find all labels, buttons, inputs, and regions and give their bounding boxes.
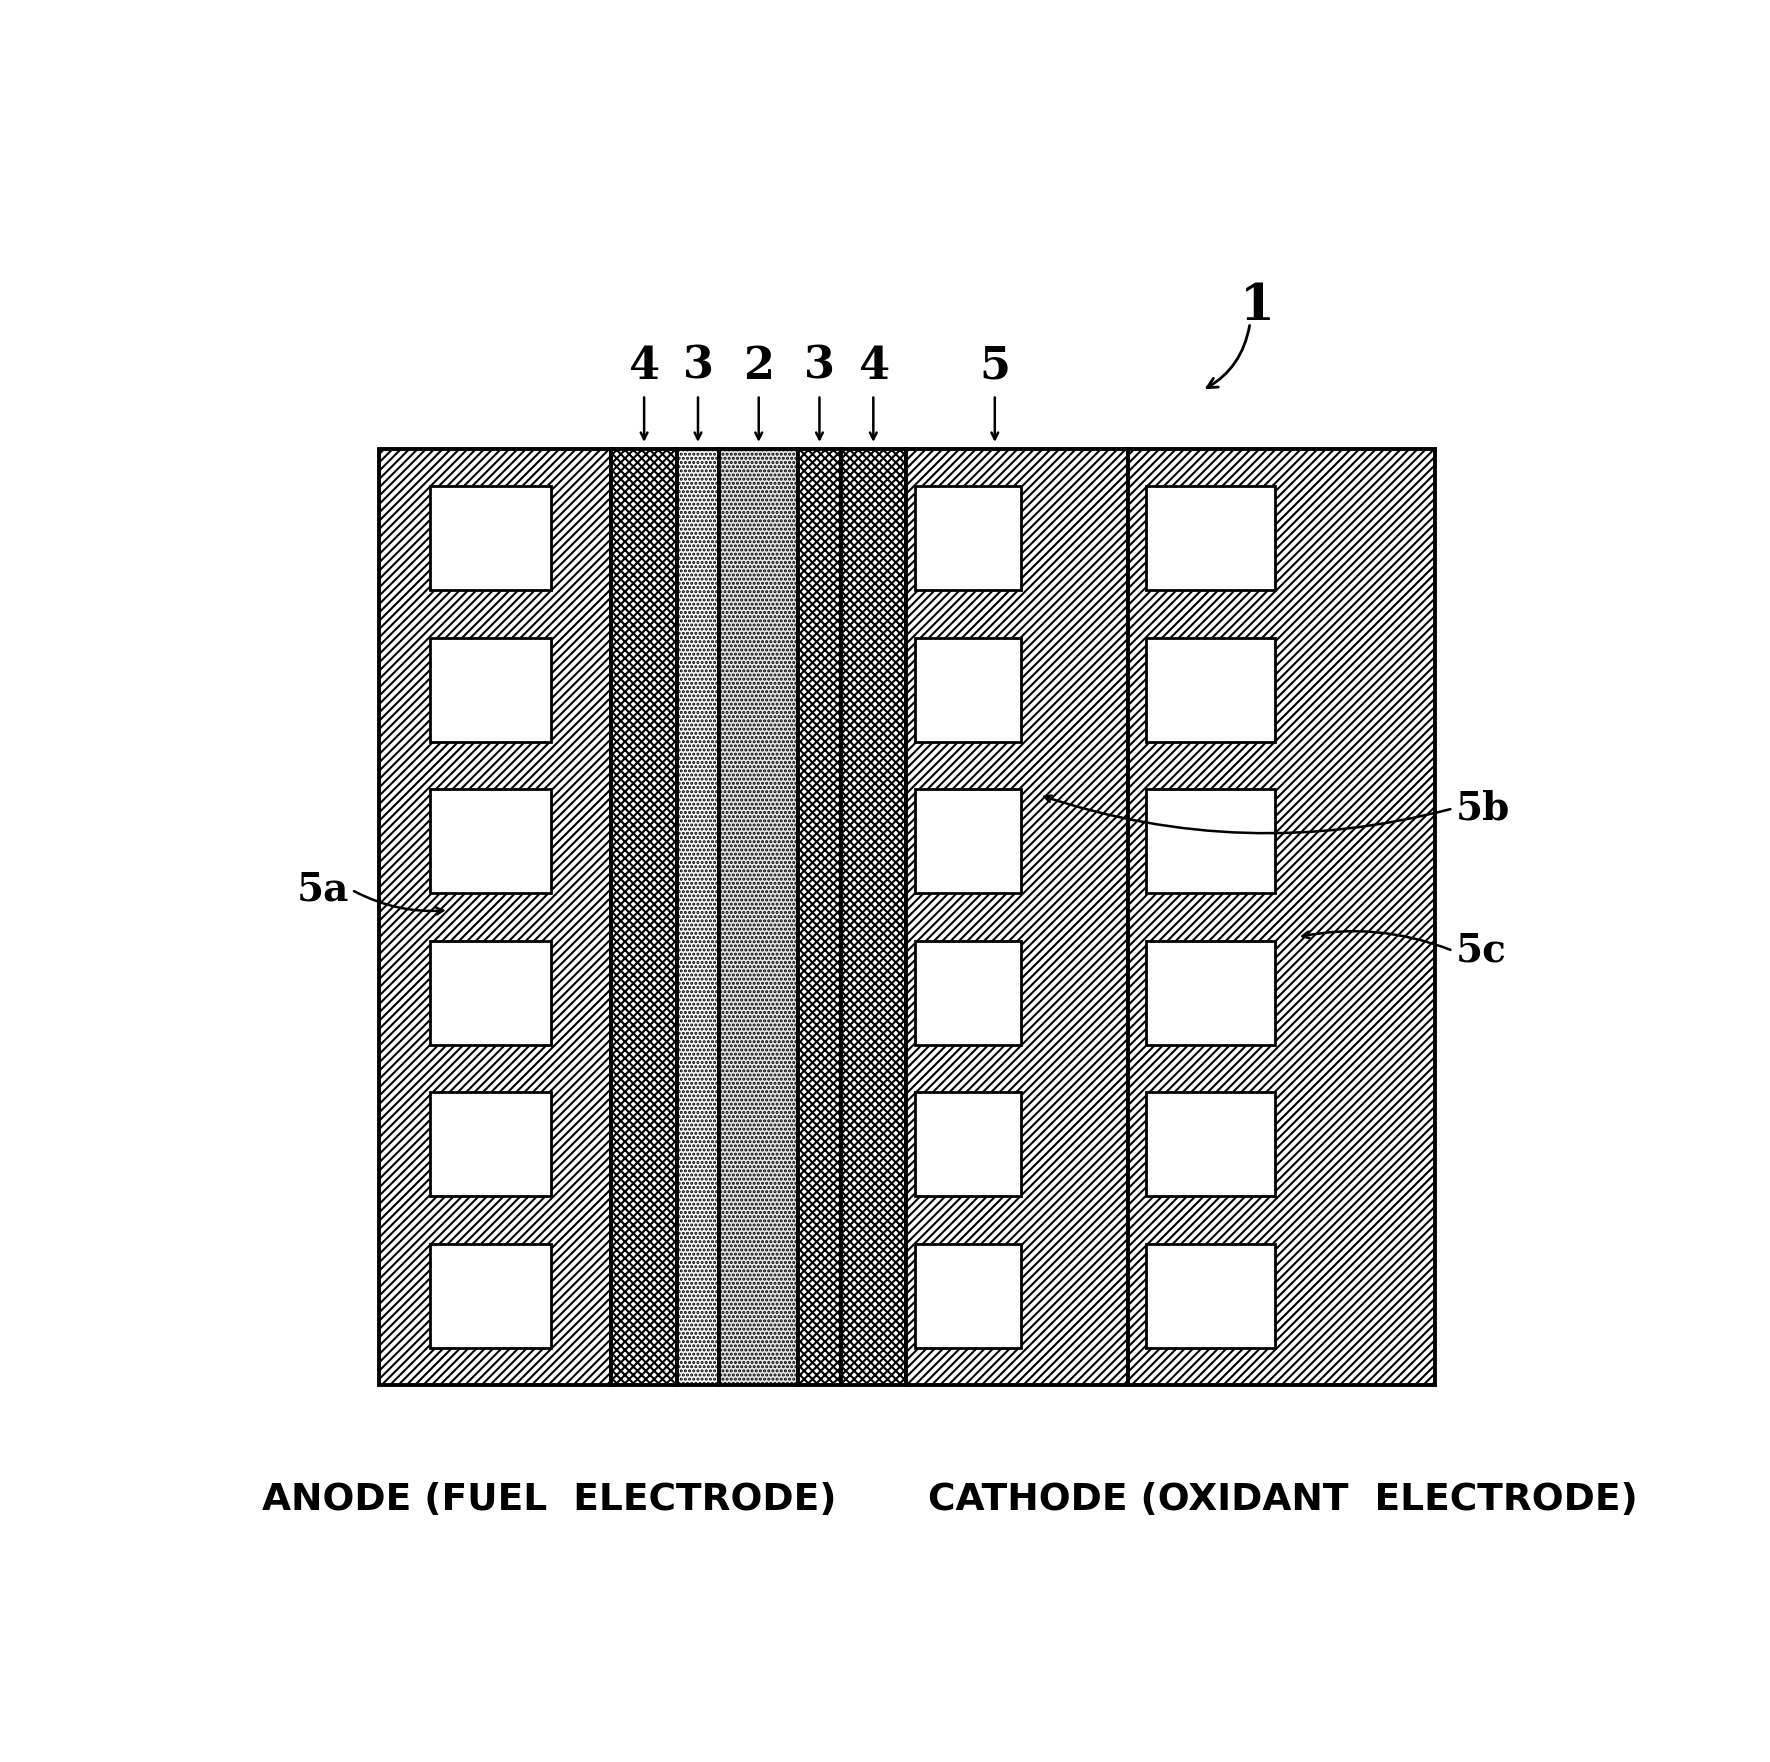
Bar	[430, 1244, 550, 1348]
FancyArrowPatch shape	[641, 398, 648, 439]
Bar	[915, 941, 1021, 1045]
Bar	[430, 789, 550, 893]
Bar	[1147, 1092, 1276, 1196]
Bar	[915, 1092, 1021, 1196]
Text: 5: 5	[979, 345, 1011, 388]
Text: 5c: 5c	[1455, 932, 1506, 969]
FancyArrowPatch shape	[354, 892, 442, 914]
Text: 4: 4	[628, 345, 660, 388]
Bar	[1127, 449, 1435, 1385]
Text: 1: 1	[1239, 282, 1274, 331]
FancyArrowPatch shape	[756, 398, 763, 439]
Bar	[1147, 941, 1276, 1045]
Bar	[430, 1092, 550, 1196]
Bar	[1147, 789, 1276, 893]
Text: CATHODE (OXIDANT  ELECTRODE): CATHODE (OXIDANT ELECTRODE)	[927, 1482, 1637, 1519]
Bar	[611, 449, 676, 1385]
Bar	[379, 449, 611, 1385]
Bar	[1147, 486, 1276, 590]
Bar	[1147, 638, 1276, 742]
FancyArrowPatch shape	[1303, 930, 1450, 950]
Text: 2: 2	[743, 345, 773, 388]
FancyArrowPatch shape	[1207, 326, 1250, 388]
Bar	[1147, 1244, 1276, 1348]
Text: 5b: 5b	[1455, 789, 1510, 828]
Bar	[841, 449, 906, 1385]
Bar	[915, 638, 1021, 742]
Text: 4: 4	[858, 345, 889, 388]
Bar	[915, 1244, 1021, 1348]
Bar	[430, 486, 550, 590]
FancyArrowPatch shape	[694, 398, 701, 439]
Bar	[915, 789, 1021, 893]
FancyArrowPatch shape	[1044, 795, 1450, 833]
Bar	[719, 449, 798, 1385]
Text: 3: 3	[683, 345, 713, 388]
FancyArrowPatch shape	[991, 398, 998, 439]
Bar	[676, 449, 719, 1385]
Text: 3: 3	[804, 345, 835, 388]
Bar	[906, 449, 1127, 1385]
Bar	[915, 486, 1021, 590]
Bar	[798, 449, 841, 1385]
Bar	[430, 638, 550, 742]
Text: ANODE (FUEL  ELECTRODE): ANODE (FUEL ELECTRODE)	[262, 1482, 837, 1519]
Bar	[430, 941, 550, 1045]
FancyArrowPatch shape	[871, 398, 876, 439]
Text: 5a: 5a	[297, 870, 349, 909]
FancyArrowPatch shape	[816, 398, 823, 439]
